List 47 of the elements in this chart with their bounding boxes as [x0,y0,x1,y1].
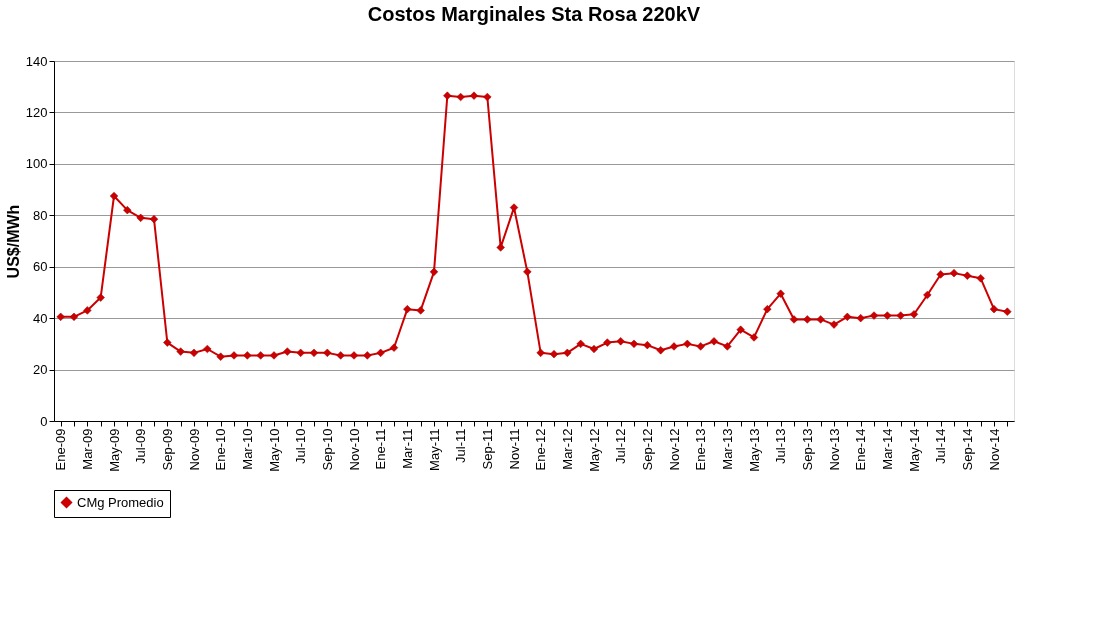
x-tick-label: May-09 [106,428,122,472]
x-tick-label: Ene-09 [53,428,69,471]
x-tick-label: Mar-14 [879,428,895,470]
x-tick-label: Nov-09 [186,428,202,471]
x-tick-label: Ene-11 [373,428,389,470]
x-tick-label: Mar-09 [79,428,95,470]
x-tick-label: Jul-13 [773,428,789,464]
y-tick-label: 120 [25,104,48,120]
y-tick-label: 140 [25,53,48,69]
y-axis-title: US$/MWh [4,204,22,279]
x-tick-label: May-11 [426,428,442,471]
y-tick-label: 80 [33,207,48,223]
x-tick-label: Jul-14 [933,428,949,464]
x-tick-label: Ene-10 [213,428,229,471]
y-tick-label: 100 [25,156,48,172]
x-tick-label: Jul-11 [453,428,469,463]
chart-title: Costos Marginales Sta Rosa 220kV [367,3,701,25]
x-tick-label: Ene-13 [693,428,709,471]
x-tick-label: Jul-10 [293,428,309,464]
x-tick-label: Jul-09 [133,428,149,464]
x-tick-label: Mar-13 [719,428,735,470]
x-tick-label: Nov-13 [826,428,842,471]
x-tick-label: Mar-11 [399,428,415,469]
x-tick-label: Nov-12 [666,428,682,471]
x-tick-label: Sep-14 [959,428,975,471]
x-tick-label: Jul-12 [613,428,629,464]
x-tick-label: Nov-11 [506,428,522,470]
legend-label: CMg Promedio [77,494,164,510]
y-tick-label: 40 [33,310,48,326]
x-tick-label: Sep-11 [479,428,495,470]
y-tick-label: 0 [40,413,48,429]
x-tick-label: Sep-13 [799,428,815,471]
x-tick-label: Mar-10 [239,428,255,470]
x-tick-label: Ene-12 [533,428,549,471]
x-tick-label: Nov-10 [346,428,362,471]
x-tick-label: May-10 [266,428,282,472]
x-tick-label: May-13 [746,428,762,472]
x-tick-label: May-12 [586,428,602,472]
x-tick-label: Sep-09 [159,428,175,471]
x-tick-label: Sep-12 [639,428,655,471]
x-tick-label: Mar-12 [559,428,575,470]
x-tick-label: May-14 [906,428,922,472]
y-tick-label: 20 [33,362,48,378]
x-tick-label: Ene-14 [853,428,869,471]
x-tick-label: Nov-14 [986,428,1002,471]
x-tick-label: Sep-10 [319,428,335,471]
y-tick-label: 60 [33,259,48,275]
